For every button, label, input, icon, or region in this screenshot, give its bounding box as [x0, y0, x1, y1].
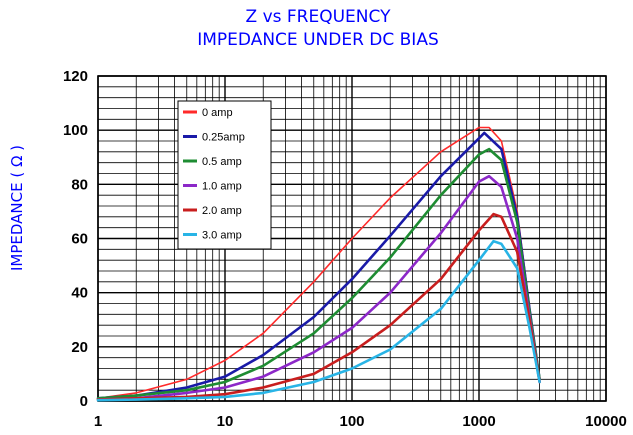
chart-subtitle: IMPEDANCE UNDER DC BIAS — [197, 30, 439, 50]
x-tick-label: 10000 — [585, 413, 627, 430]
y-tick-label: 0 — [80, 393, 88, 410]
series-line-4 — [96, 212, 541, 401]
x-tick-label: 100 — [339, 413, 364, 430]
y-tick-label: 120 — [63, 68, 88, 85]
y-tick-label: 100 — [63, 122, 88, 139]
x-tick-label: 1000 — [462, 413, 495, 430]
legend-label: 0 amp — [202, 107, 233, 119]
x-tick-label: 10 — [217, 413, 234, 430]
legend-box — [177, 100, 272, 250]
y-tick-label: 20 — [71, 339, 88, 356]
series-line-3 — [96, 174, 541, 401]
series-line-1 — [96, 131, 541, 400]
series-line-5 — [96, 239, 541, 402]
y-tick-label: 60 — [71, 231, 88, 248]
legend-label: 1.0 amp — [202, 181, 242, 193]
plot-frame — [97, 75, 607, 402]
series-line-0 — [97, 126, 541, 400]
series-lines — [96, 126, 541, 402]
x-tick-label: 1 — [94, 413, 102, 430]
legend: 0 amp 0.25amp 0.5 amp 1.0 amp 2.0 amp 3.0 amp — [177, 100, 272, 250]
chart-title: Z vs FREQUENCY — [246, 7, 392, 27]
y-axis-label: IMPEDANCE ( Ω ) — [8, 145, 26, 271]
legend-label: 2.0 amp — [202, 205, 242, 217]
y-tick-label: 40 — [71, 285, 88, 302]
y-tick-label: 80 — [71, 176, 88, 193]
legend-label: 0.25amp — [202, 132, 245, 144]
legend-label: 3.0 amp — [202, 230, 242, 242]
series-line-2 — [96, 147, 541, 400]
legend-label: 0.5 amp — [202, 156, 242, 168]
